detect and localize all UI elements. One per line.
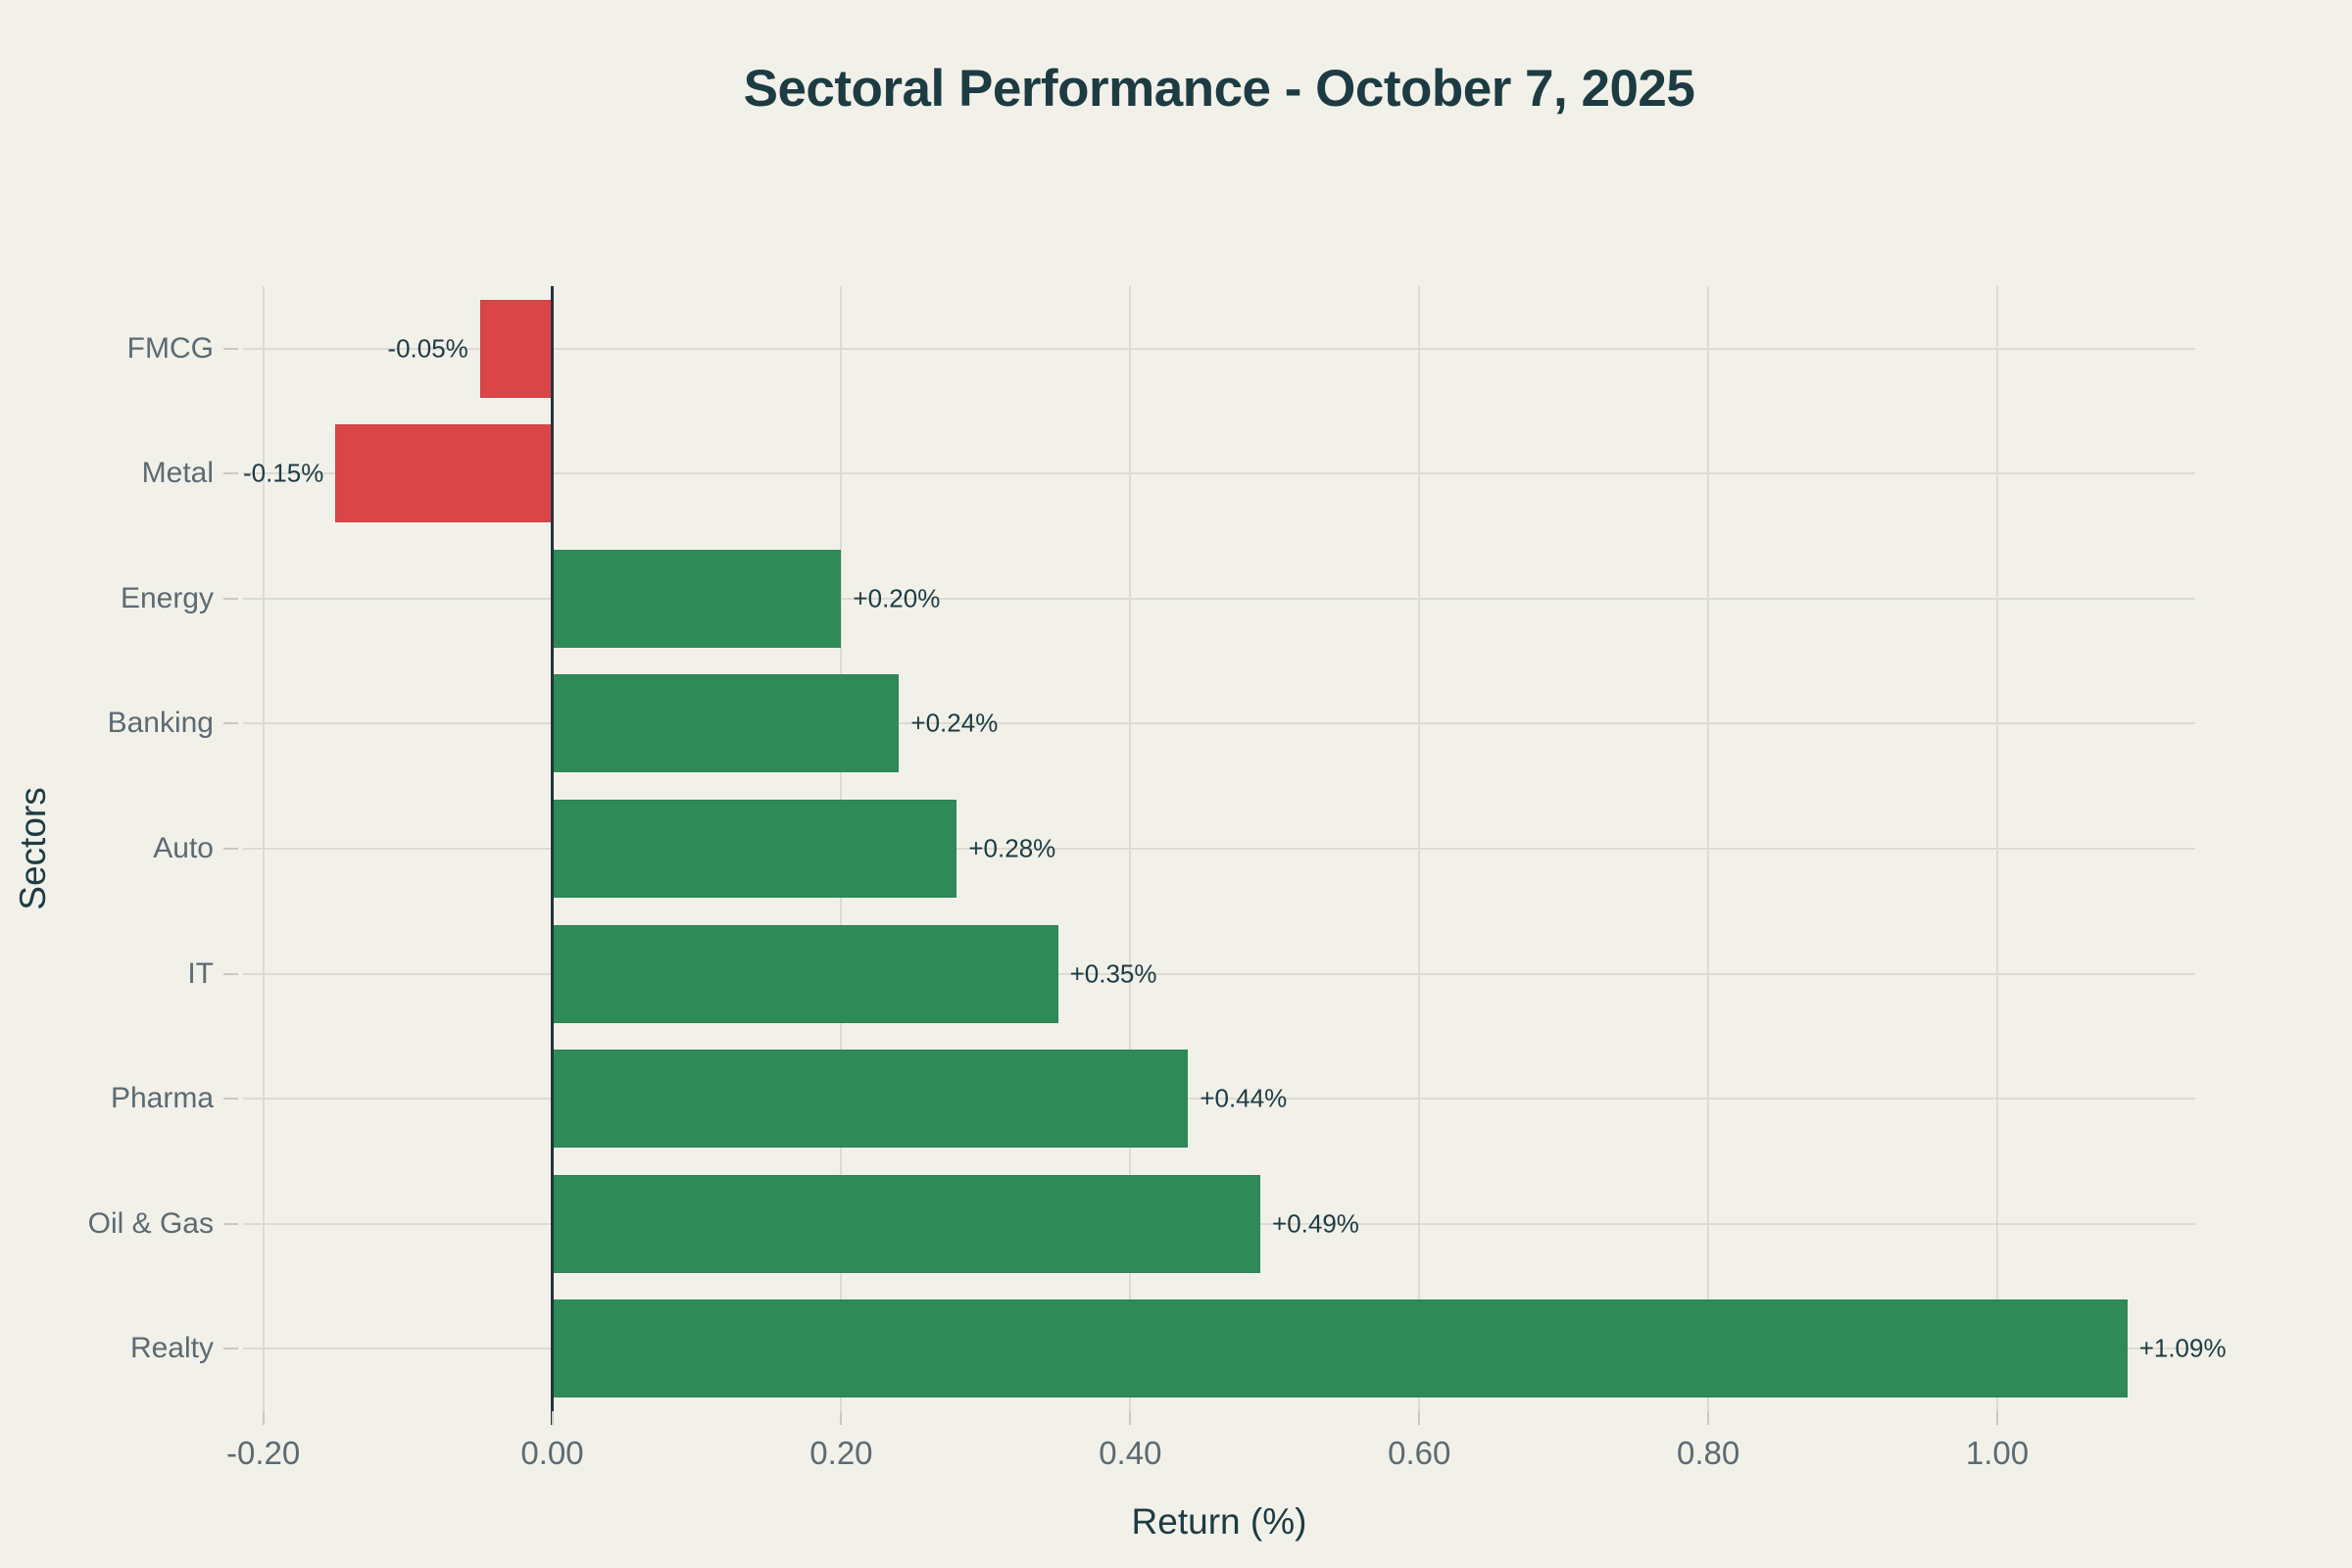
y-tick-label: FMCG (126, 331, 214, 365)
bar-negative (479, 299, 553, 398)
bar-positive (552, 549, 842, 648)
y-tick-label: Auto (153, 832, 214, 864)
bar-value-label: +0.44% (1200, 1083, 1288, 1113)
x-tick-label: 1.00 (1965, 1435, 2030, 1471)
x-tick-label: -0.20 (226, 1435, 301, 1471)
bar-positive (552, 1050, 1189, 1149)
x-tick-mark (1129, 1411, 1132, 1425)
x-tick-mark (840, 1411, 843, 1425)
y-tick-label: Energy (120, 581, 214, 614)
bar-value-label: +0.35% (1069, 958, 1157, 989)
horizontal-gridline (243, 1098, 2195, 1101)
bar-value-label: +0.20% (853, 583, 941, 613)
bar-value-label: +0.49% (1272, 1208, 1359, 1239)
bar-value-label: +0.28% (968, 833, 1056, 863)
zero-axis-line (551, 286, 555, 1425)
x-tick-mark (551, 1411, 554, 1425)
x-tick-label: 0.60 (1388, 1435, 1451, 1471)
horizontal-gridline (243, 722, 2195, 725)
bar-positive (552, 924, 1058, 1023)
x-tick-label: 0.40 (1099, 1435, 1162, 1471)
horizontal-gridline (243, 597, 2195, 600)
y-tick-label: Realty (129, 1332, 214, 1365)
chart-title: Sectoral Performance - October 7, 2025 (743, 60, 1695, 118)
horizontal-gridline (243, 347, 2195, 350)
bar-value-label: +1.09% (2138, 1333, 2227, 1363)
y-tick-label: Metal (141, 457, 214, 490)
x-tick-label: 0.00 (520, 1435, 584, 1471)
y-tick-mark (223, 848, 238, 850)
horizontal-gridline (243, 972, 2195, 975)
bar-positive (552, 800, 957, 898)
horizontal-gridline (243, 848, 2195, 850)
x-axis-label: Return (%) (1131, 1501, 1307, 1542)
x-tick-mark (262, 1411, 265, 1425)
bar-positive (552, 1174, 1261, 1273)
x-tick-mark (1418, 1411, 1421, 1425)
y-tick-mark (223, 1222, 238, 1225)
x-tick-label: 0.20 (809, 1435, 873, 1471)
y-tick-mark (223, 1348, 238, 1350)
y-tick-mark (223, 472, 238, 475)
y-tick-mark (223, 597, 238, 600)
x-tick-mark (1995, 1411, 1998, 1425)
bar-negative (335, 424, 553, 523)
y-tick-mark (223, 722, 238, 725)
bar-value-label: -0.15% (242, 458, 324, 488)
y-tick-label: IT (187, 956, 214, 990)
bar-value-label: +0.24% (910, 708, 999, 738)
x-tick-mark (1707, 1411, 1710, 1425)
y-tick-label: Banking (107, 707, 214, 740)
y-tick-mark (223, 1098, 238, 1101)
horizontal-gridline (243, 472, 2195, 475)
y-tick-mark (223, 347, 238, 350)
bar-value-label: -0.05% (387, 333, 468, 364)
y-tick-mark (223, 972, 238, 975)
x-tick-label: 0.80 (1676, 1435, 1740, 1471)
y-tick-label: Pharma (110, 1082, 214, 1115)
bar-positive (552, 674, 900, 773)
y-tick-label: Oil & Gas (87, 1206, 214, 1240)
bar-positive (552, 1299, 2128, 1398)
